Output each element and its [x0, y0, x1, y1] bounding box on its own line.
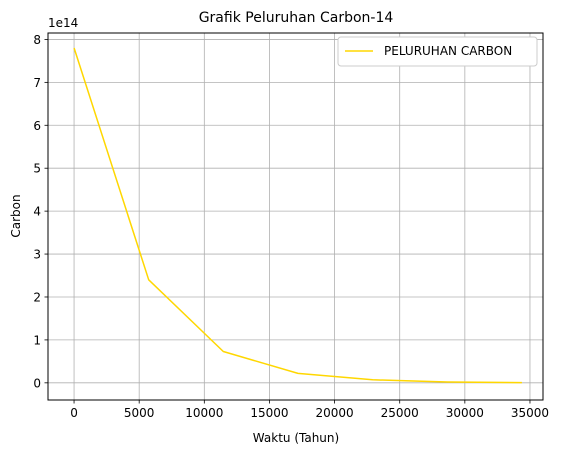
x-tick-label: 5000 [124, 406, 155, 420]
legend: PELURUHAN CARBON [338, 37, 537, 66]
y-tick-label: 3 [33, 248, 41, 262]
plot-area [74, 48, 522, 383]
x-axis-label: Waktu (Tahun) [253, 431, 339, 445]
y-axis-label: Carbon [9, 194, 23, 237]
axes-frame [48, 33, 543, 400]
y-tick-label: 8 [33, 33, 41, 47]
x-tick-label: 35000 [511, 406, 549, 420]
y-tick-label: 2 [33, 290, 41, 304]
x-tick-label: 20000 [315, 406, 353, 420]
y-offset-label: 1e14 [48, 16, 78, 30]
x-tick-label: 0 [70, 406, 78, 420]
legend-label: PELURUHAN CARBON [384, 44, 512, 58]
y-tick-label: 0 [33, 376, 41, 390]
x-tick-label: 30000 [446, 406, 484, 420]
x-tick-label: 10000 [185, 406, 223, 420]
chart-title: Grafik Peluruhan Carbon-14 [199, 10, 394, 26]
x-tick-label: 15000 [250, 406, 288, 420]
y-tick-label: 4 [33, 205, 41, 219]
grid [48, 33, 543, 400]
y-tick-label: 6 [33, 119, 41, 133]
x-tick-label: 25000 [381, 406, 419, 420]
y-tick-label: 5 [33, 162, 41, 176]
y-tick-label: 7 [33, 76, 41, 90]
series-line-peluruhan-carbon [74, 48, 522, 383]
axis-ticks: 0 5000 10000 15000 20000 25000 30000 35000 0 1 2 3 4… [33, 33, 549, 420]
y-tick-label: 1 [33, 333, 41, 347]
